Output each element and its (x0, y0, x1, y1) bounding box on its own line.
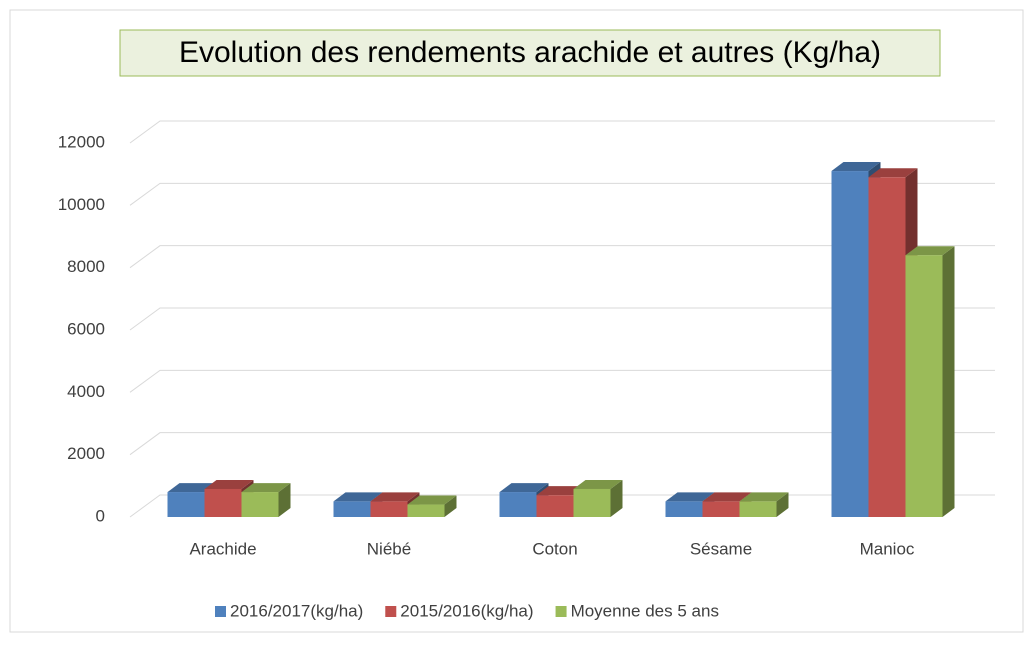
bar-top (702, 492, 752, 502)
x-tick-label: Niébé (367, 539, 411, 558)
bar-side (278, 483, 291, 517)
bar (702, 501, 740, 517)
grid-line (129, 182, 995, 206)
bar-top (204, 479, 254, 489)
bar-top (573, 479, 623, 489)
bar-top (831, 162, 881, 172)
x-tick-label: Arachide (189, 539, 256, 558)
bar-top (407, 495, 457, 505)
y-tick-label: 0 (96, 506, 105, 525)
bar-side (444, 495, 457, 517)
bar (905, 255, 943, 517)
bar-top (739, 492, 789, 502)
y-tick-label: 6000 (67, 319, 105, 338)
bar-top (665, 492, 715, 502)
grid-line (129, 432, 995, 456)
bar (499, 492, 537, 517)
bar-top (241, 483, 291, 493)
bar (536, 495, 574, 517)
legend-swatch (555, 606, 567, 617)
bar-top (167, 483, 217, 493)
bar (370, 501, 408, 517)
chart-title: Evolution des rendements arachide et aut… (179, 36, 881, 69)
y-tick-label: 4000 (67, 382, 105, 401)
y-tick-label: 12000 (58, 132, 105, 151)
y-tick-label: 10000 (58, 195, 105, 214)
x-tick-label: Coton (532, 539, 577, 558)
bar-top (536, 486, 586, 496)
title-box (119, 29, 941, 77)
grid-line (129, 369, 995, 393)
bar (204, 488, 242, 517)
x-tick-label: Manioc (860, 539, 915, 558)
grid-line (129, 307, 995, 331)
x-tick-label: Sésame (690, 539, 752, 558)
bar (665, 501, 703, 517)
bar-top (905, 246, 955, 256)
legend-label: 2015/2016(kg/ha) (400, 601, 533, 620)
bar (407, 504, 445, 517)
bar-side (776, 492, 789, 517)
bar (241, 492, 279, 517)
bar-top (499, 483, 549, 493)
legend-swatch (215, 606, 226, 617)
legend-label: 2016/2017(kg/ha) (230, 601, 363, 620)
bar-top (868, 168, 918, 178)
grid-line (129, 120, 995, 144)
bar (831, 171, 869, 518)
bar (333, 501, 371, 517)
grid-line (129, 245, 995, 269)
bar-side (942, 246, 955, 517)
bar (868, 177, 906, 518)
bar (739, 501, 777, 517)
legend-swatch (385, 606, 397, 617)
y-tick-label: 8000 (67, 257, 105, 276)
y-tick-label: 2000 (67, 444, 105, 463)
bar-top (370, 492, 420, 502)
bar (573, 488, 611, 517)
bar (167, 492, 205, 517)
bar-side (610, 479, 623, 517)
legend-label: Moyenne des 5 ans (571, 601, 719, 620)
bar-top (333, 492, 383, 502)
